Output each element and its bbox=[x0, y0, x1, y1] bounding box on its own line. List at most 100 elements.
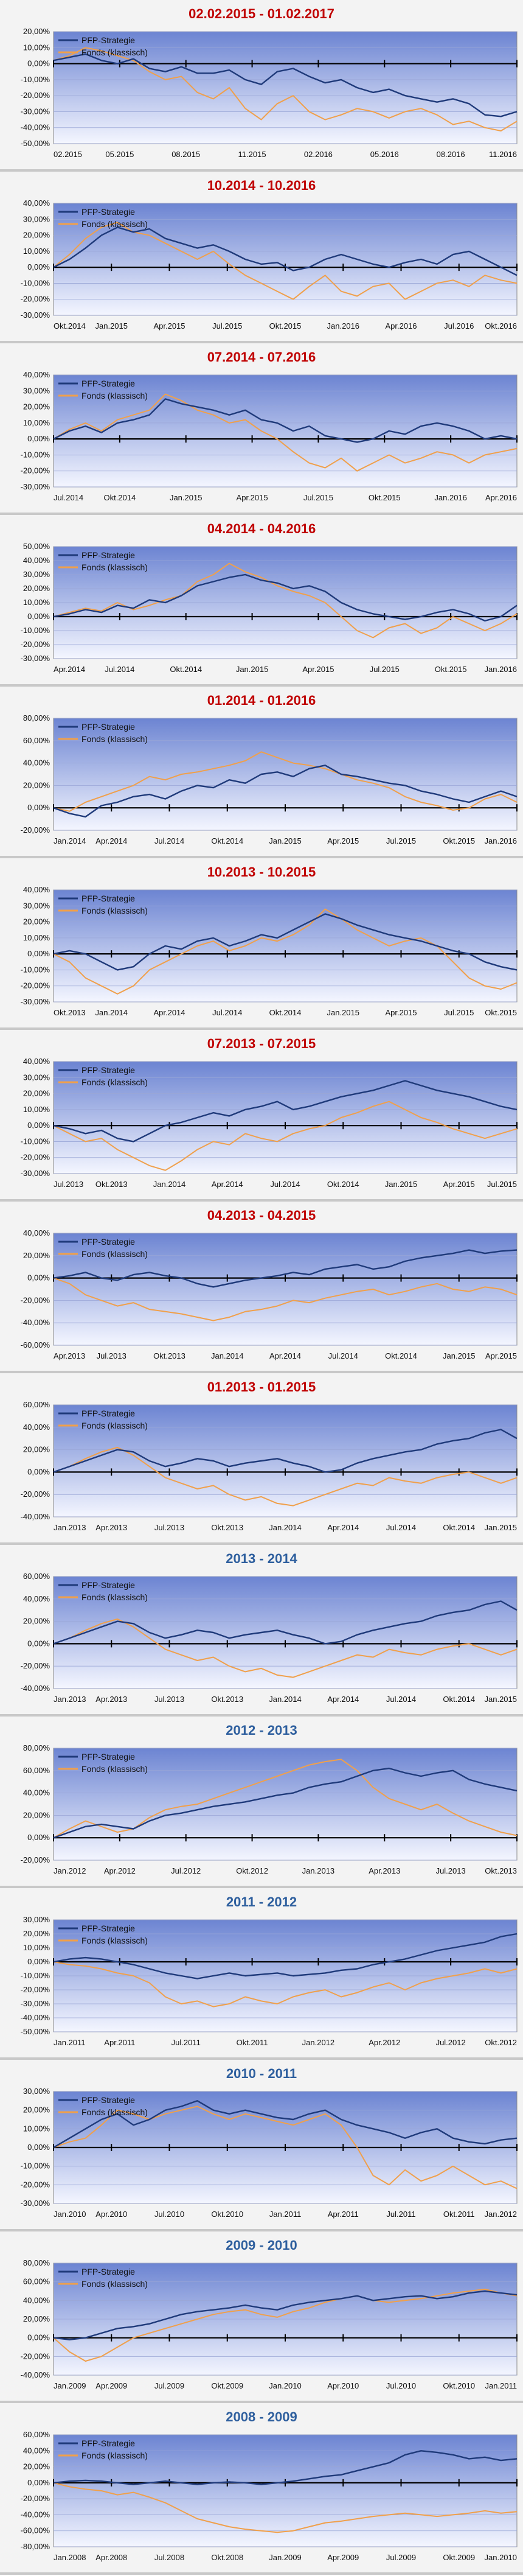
x-tick-label: Jan.2015 bbox=[236, 665, 269, 674]
series-line-strategy bbox=[53, 226, 518, 276]
x-tick-label: 02.2016 bbox=[304, 150, 333, 159]
y-tick-label: 20,00% bbox=[23, 2105, 50, 2115]
plot-area bbox=[53, 203, 518, 316]
y-tick-label: -30,00% bbox=[21, 654, 50, 663]
legend-label-strategy: PFP-Strategie bbox=[81, 1409, 135, 1418]
y-tick-label: 40,00% bbox=[23, 758, 50, 768]
chart-title: 10.2013 - 10.2015 bbox=[207, 864, 316, 880]
legend-label-strategy: PFP-Strategie bbox=[81, 1752, 135, 1762]
x-tick-label: Apr.2014 bbox=[54, 665, 85, 674]
x-tick-label: Jul.2012 bbox=[436, 2038, 466, 2047]
series-line-strategy bbox=[53, 1429, 518, 1473]
chart-panel: 2013 - 2014 60,00% 40,00% 20,00% 0,00% -20,00… bbox=[0, 1545, 523, 1717]
legend-label-fund: Fonds (klassisch) bbox=[81, 1077, 148, 1087]
x-tick-label: Okt.2013 bbox=[153, 1351, 185, 1360]
x-tick-label: Okt.2013 bbox=[211, 1523, 243, 1532]
x-tick-label: Apr.2009 bbox=[327, 2553, 359, 2562]
x-tick-label: Okt.2015 bbox=[269, 321, 302, 331]
x-tick-label: Apr.2015 bbox=[302, 665, 334, 674]
line-chart: 30,00% 20,00% 10,00% 0,00% -10,00% -20,00% -30… bbox=[21, 2087, 518, 2219]
series-line-fund bbox=[53, 1277, 518, 1321]
y-tick-label: 30,00% bbox=[23, 901, 50, 910]
y-tick-label: 10,00% bbox=[23, 43, 50, 52]
x-tick-label: Jan.2014 bbox=[269, 1695, 302, 1704]
y-tick-label: 0,00% bbox=[27, 2143, 50, 2152]
y-tick-label: 30,00% bbox=[23, 1073, 50, 1082]
y-tick-label: 0,00% bbox=[27, 59, 50, 68]
y-tick-label: -40,00% bbox=[21, 2013, 50, 2022]
legend-label-strategy: PFP-Strategie bbox=[81, 35, 135, 45]
series-line-fund bbox=[53, 1618, 518, 1678]
x-tick-label: Jan.2013 bbox=[54, 1695, 86, 1704]
y-tick-label: 20,00% bbox=[23, 231, 50, 240]
x-tick-label: Apr.2013 bbox=[54, 1351, 85, 1360]
x-tick-label: Apr.2016 bbox=[385, 321, 417, 331]
series-line-strategy bbox=[53, 913, 518, 971]
y-tick-label: 40,00% bbox=[23, 1788, 50, 1797]
x-tick-label: Jan.2014 bbox=[269, 1523, 302, 1532]
x-tick-label: Jan.2015 bbox=[485, 1523, 518, 1532]
x-tick-label: Jan.2011 bbox=[269, 2210, 302, 2219]
x-tick-label: Jul.2009 bbox=[154, 2381, 184, 2390]
y-tick-label: -20,00% bbox=[21, 981, 50, 990]
y-tick-label: -40,00% bbox=[21, 1684, 50, 1693]
y-tick-label: 0,00% bbox=[27, 2333, 50, 2342]
legend-label-fund: Fonds (klassisch) bbox=[81, 1764, 148, 1774]
chart-title: 01.2013 - 01.2015 bbox=[207, 1379, 316, 1395]
legend-label-fund: Fonds (klassisch) bbox=[81, 562, 148, 572]
plot-area bbox=[53, 1748, 518, 1861]
x-tick-label: Okt.2015 bbox=[443, 836, 475, 845]
legend-label-strategy: PFP-Strategie bbox=[81, 1580, 135, 1590]
legend: PFP-Strategie Fonds (klassisch) bbox=[58, 379, 148, 401]
x-tick-label: Jan.2015 bbox=[385, 1180, 418, 1189]
y-tick-label: -30,00% bbox=[21, 2199, 50, 2208]
y-tick-label: -20,00% bbox=[21, 1153, 50, 1162]
y-tick-label: 40,00% bbox=[23, 885, 50, 894]
x-tick-label: Jul.2014 bbox=[54, 493, 83, 502]
chart-panel: 2008 - 2009 60,00% 40,00% 20,00% 0,00% -20,00… bbox=[0, 2403, 523, 2575]
legend-label-fund: Fonds (klassisch) bbox=[81, 219, 148, 229]
y-tick-label: -40,00% bbox=[21, 2510, 50, 2519]
legend: PFP-Strategie Fonds (klassisch) bbox=[58, 2267, 148, 2289]
x-tick-label: Jul.2015 bbox=[370, 665, 400, 674]
x-tick-label: Apr.2014 bbox=[327, 1523, 359, 1532]
chart-title: 2013 - 2014 bbox=[226, 1551, 297, 1566]
series-line-strategy bbox=[53, 2290, 518, 2340]
x-tick-label: Apr.2009 bbox=[95, 2381, 127, 2390]
x-tick-label: Jan.2013 bbox=[54, 1523, 86, 1532]
x-tick-label: Okt.2010 bbox=[211, 2210, 243, 2219]
x-tick-label: Okt.2013 bbox=[485, 1866, 517, 1875]
x-tick-label: Jul.2008 bbox=[154, 2553, 184, 2562]
line-chart: 80,00% 60,00% 40,00% 20,00% 0,00% -20,00% -40,… bbox=[21, 2258, 518, 2390]
legend-label-strategy: PFP-Strategie bbox=[81, 894, 135, 903]
y-tick-label: 0,00% bbox=[27, 1121, 50, 1130]
x-tick-label: Jan.2008 bbox=[54, 2553, 86, 2562]
series-line-fund bbox=[53, 1759, 518, 1839]
chart-title: 2009 - 2010 bbox=[226, 2238, 297, 2253]
y-tick-label: 10,00% bbox=[23, 1943, 50, 1952]
y-tick-label: 60,00% bbox=[23, 736, 50, 745]
y-tick-label: 0,00% bbox=[27, 2478, 50, 2487]
y-tick-label: -30,00% bbox=[21, 310, 50, 320]
line-chart: 60,00% 40,00% 20,00% 0,00% -20,00% -40,00% Jan… bbox=[21, 1572, 518, 1704]
y-tick-label: 40,00% bbox=[23, 2446, 50, 2455]
y-tick-label: -50,00% bbox=[21, 139, 50, 148]
chart-panel: 02.02.2015 - 01.02.2017 20,00% 10,00% 0,00%… bbox=[0, 0, 523, 172]
x-tick-label: Jul.2015 bbox=[386, 836, 416, 845]
x-tick-label: Okt.2011 bbox=[237, 2038, 268, 2047]
x-tick-label: Apr.2012 bbox=[369, 2038, 400, 2047]
y-tick-label: 0,00% bbox=[27, 262, 50, 271]
line-chart: 60,00% 40,00% 20,00% 0,00% -20,00% -40,00% -60… bbox=[21, 2430, 518, 2562]
y-tick-label: -20,00% bbox=[21, 91, 50, 100]
x-tick-label: 05.2015 bbox=[105, 150, 134, 159]
y-tick-label: 30,00% bbox=[23, 570, 50, 579]
y-tick-label: 0,00% bbox=[27, 1639, 50, 1648]
y-tick-label: -20,00% bbox=[21, 1855, 50, 1864]
y-tick-label: -10,00% bbox=[21, 626, 50, 635]
line-chart: 60,00% 40,00% 20,00% 0,00% -20,00% -40,00% Jan… bbox=[21, 1400, 518, 1532]
legend: PFP-Strategie Fonds (klassisch) bbox=[58, 1580, 148, 1602]
legend-label-fund: Fonds (klassisch) bbox=[81, 906, 148, 915]
x-tick-label: Okt.2015 bbox=[485, 1008, 517, 1017]
x-tick-label: Okt.2012 bbox=[485, 2038, 517, 2047]
x-tick-label: 08.2015 bbox=[171, 150, 200, 159]
